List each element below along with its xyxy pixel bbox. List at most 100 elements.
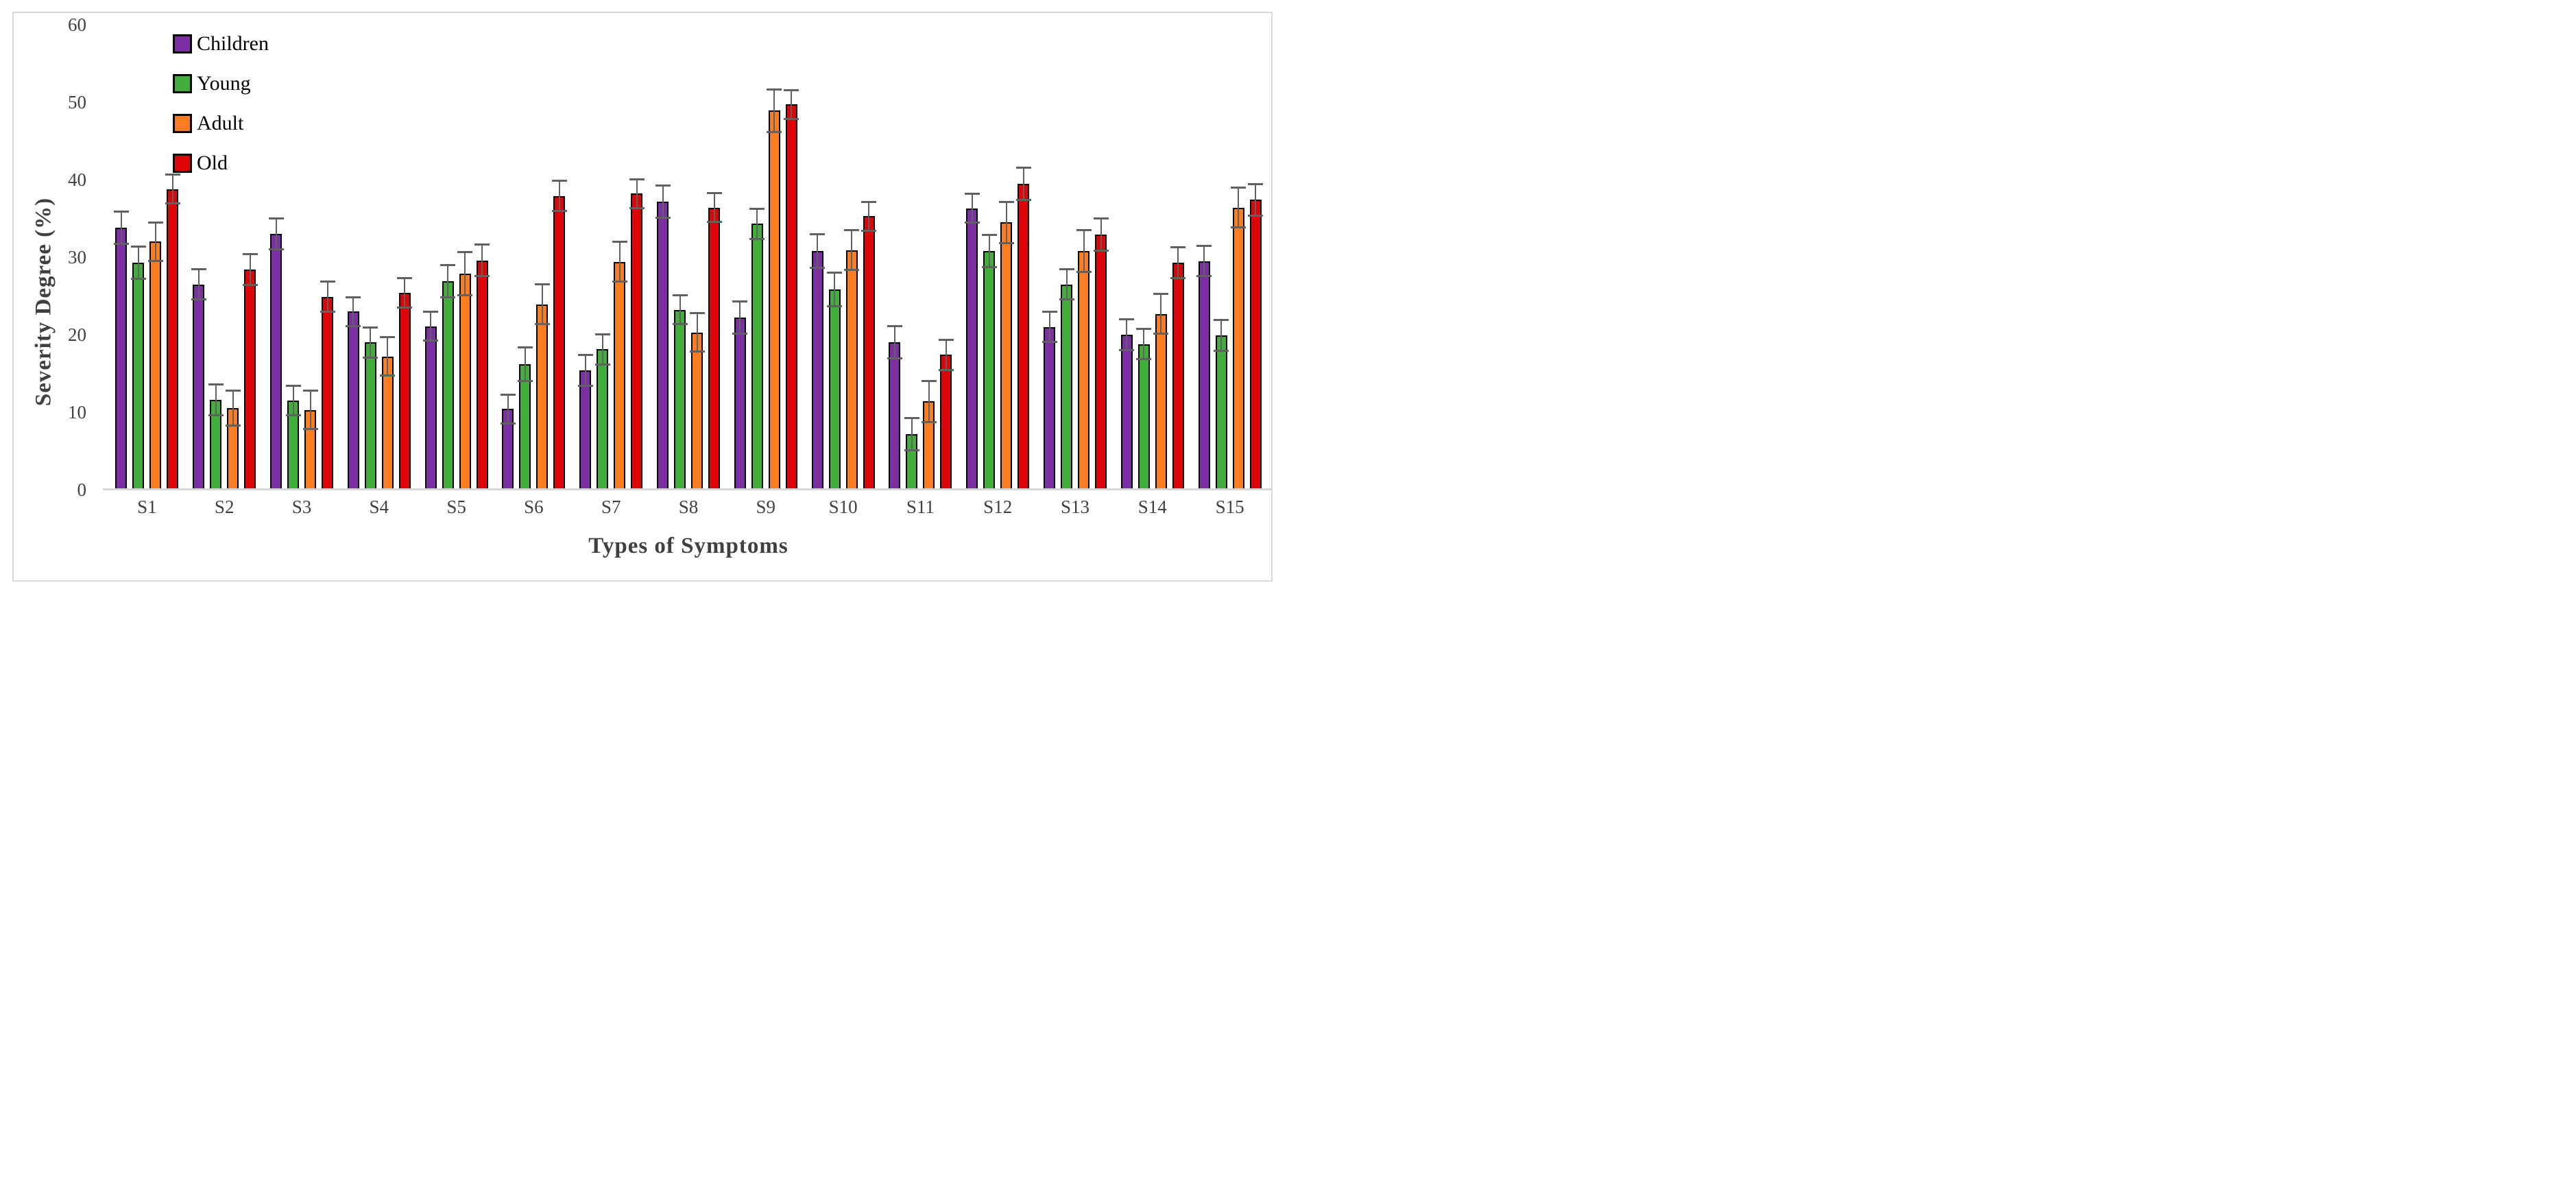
x-tick-label: S13	[1060, 497, 1090, 517]
error-bar-old-s2	[242, 253, 258, 286]
error-cap	[577, 354, 593, 357]
error-bar-children-s9	[732, 300, 748, 335]
error-bar-adult-s6	[534, 283, 550, 326]
error-whisker	[791, 88, 793, 120]
error-whisker	[232, 390, 234, 427]
legend-item-adult: Adult	[173, 111, 269, 136]
error-cap	[225, 390, 241, 392]
x-tick-label: S4	[369, 497, 389, 517]
error-bar-adult-s5	[457, 250, 473, 296]
error-bar-adult-s12	[998, 200, 1014, 244]
bar-young-s12	[983, 250, 996, 490]
error-cap	[1170, 246, 1186, 249]
error-bar-adult-s15	[1231, 187, 1247, 229]
error-whisker	[215, 383, 217, 416]
error-whisker	[739, 300, 741, 335]
error-bar-old-s15	[1248, 182, 1264, 217]
error-cap	[440, 296, 456, 298]
y-axis-title: Severity Degree (%)	[31, 197, 56, 407]
y-tick-label: 40	[68, 169, 86, 190]
error-whisker	[636, 178, 638, 209]
error-bar-young-s9	[749, 207, 765, 241]
error-cap	[500, 423, 516, 425]
legend-label: Adult	[197, 112, 244, 134]
error-bar-adult-s9	[767, 88, 782, 134]
error-bar-old-s3	[320, 280, 335, 313]
error-bar-children-s14	[1119, 318, 1135, 351]
error-bar-young-s12	[981, 234, 997, 268]
x-tick-label: S9	[756, 497, 776, 517]
error-cap	[655, 184, 671, 187]
error-cap	[320, 311, 335, 313]
legend-label: Young	[197, 72, 251, 95]
error-cap	[147, 222, 163, 224]
error-bar-adult-s1	[147, 222, 163, 262]
error-cap	[655, 216, 671, 219]
error-cap	[1170, 276, 1186, 279]
error-whisker	[971, 193, 973, 224]
error-cap	[998, 200, 1014, 203]
error-whisker	[171, 173, 173, 205]
bar-children-s14	[1120, 335, 1133, 490]
bar-children-s15	[1198, 261, 1210, 490]
bar-old-s10	[863, 216, 875, 490]
error-cap	[517, 346, 533, 348]
bar-young-s13	[1061, 284, 1072, 490]
error-bar-adult-s11	[921, 379, 937, 423]
bar-adult-s14	[1155, 313, 1167, 490]
bar-adult-s7	[614, 261, 626, 490]
error-cap	[672, 294, 688, 297]
error-cap	[784, 88, 799, 91]
bar-adult-s6	[536, 304, 549, 490]
error-whisker	[447, 264, 449, 298]
error-cap	[208, 383, 224, 386]
x-axis-title: Types of Symptoms	[588, 534, 789, 558]
error-cap	[165, 173, 180, 176]
bar-old-s2	[244, 270, 256, 490]
error-cap	[380, 374, 396, 377]
error-bar-old-s7	[629, 178, 645, 209]
error-bar-children-s6	[500, 393, 516, 425]
error-cap	[1093, 217, 1109, 220]
error-cap	[1119, 318, 1135, 321]
error-whisker	[387, 336, 389, 377]
x-tick-label: S12	[983, 497, 1013, 517]
error-cap	[938, 369, 954, 372]
bar-old-s1	[167, 189, 179, 490]
error-cap	[981, 234, 997, 237]
error-whisker	[618, 241, 621, 283]
error-cap	[1015, 198, 1031, 201]
bar-young-s4	[364, 342, 376, 490]
y-tick-label: 20	[68, 324, 86, 345]
error-whisker	[945, 338, 947, 372]
error-cap	[844, 269, 860, 272]
error-cap	[500, 393, 516, 396]
error-cap	[998, 241, 1014, 244]
y-tick-label: 50	[68, 92, 86, 112]
error-bar-children-s12	[964, 193, 980, 224]
error-bar-young-s3	[285, 385, 301, 416]
error-cap	[594, 364, 610, 366]
bar-children-s1	[115, 228, 128, 490]
bar-young-s8	[674, 309, 686, 490]
error-whisker	[430, 310, 432, 342]
error-bar-old-s12	[1015, 166, 1031, 201]
error-cap	[320, 280, 335, 283]
error-cap	[346, 324, 361, 327]
error-cap	[551, 210, 567, 213]
x-tick-label: S3	[291, 497, 312, 517]
error-bar-adult-s2	[225, 390, 241, 427]
y-tick-label: 0	[77, 479, 87, 500]
error-cap	[1015, 166, 1031, 169]
error-cap	[268, 248, 284, 250]
error-whisker	[662, 184, 664, 219]
bar-children-s7	[579, 370, 592, 490]
error-cap	[268, 217, 284, 220]
error-whisker	[713, 192, 715, 224]
error-cap	[397, 277, 413, 280]
bar-old-s15	[1249, 200, 1262, 490]
error-cap	[363, 357, 378, 359]
error-cap	[749, 207, 765, 210]
error-cap	[534, 323, 550, 326]
bar-adult-s15	[1232, 207, 1244, 490]
